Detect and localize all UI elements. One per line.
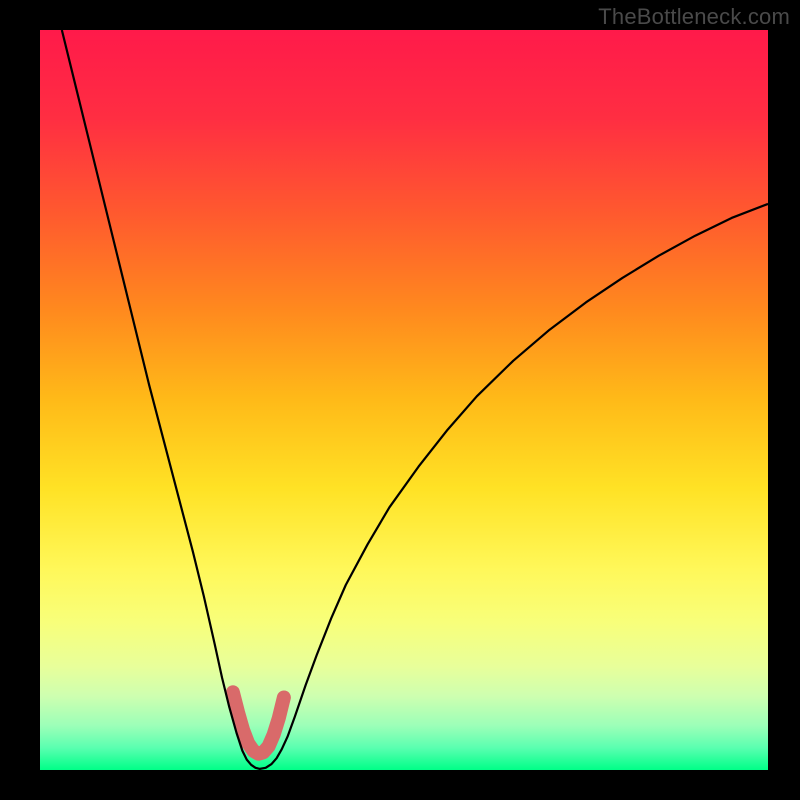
watermark-text: TheBottleneck.com (598, 4, 790, 30)
plot-area (40, 30, 768, 770)
bottleneck-chart (40, 30, 768, 770)
gradient-background (40, 30, 768, 770)
chart-container: TheBottleneck.com (0, 0, 800, 800)
